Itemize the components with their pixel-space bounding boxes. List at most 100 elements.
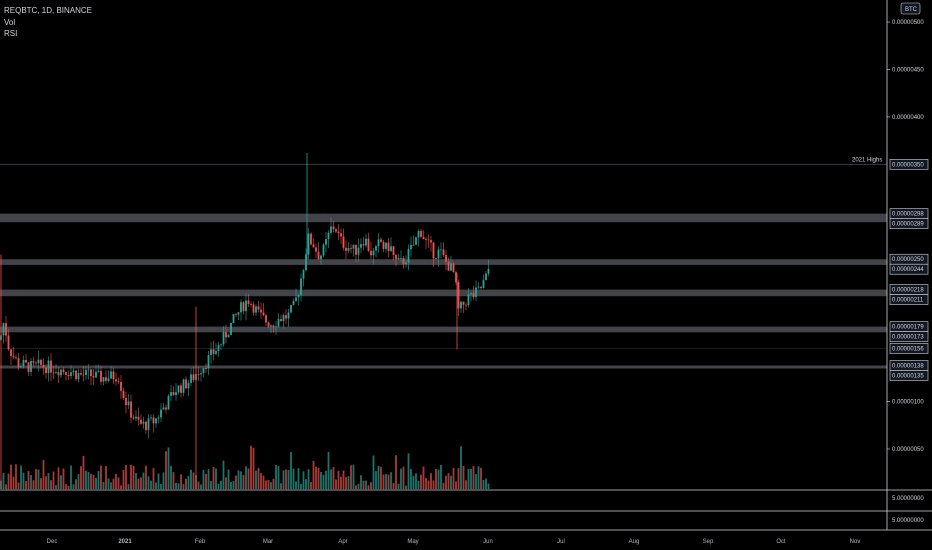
candle-body [330,226,332,233]
x-axis-label: Mar [263,539,273,545]
volume-bar [102,481,105,489]
candle-body [482,280,485,288]
volume-bar [20,465,22,489]
candle-body [147,418,150,431]
x-axis-label: Jul [557,539,565,545]
candle-body [395,254,397,260]
volume-bar [150,480,152,489]
volume-bar [485,478,487,489]
candle-body [122,390,125,398]
volume-bar [160,483,162,489]
price-level-box: 0.00000244 [889,263,929,275]
candle-body [92,376,95,378]
candle-body [210,349,212,356]
y-tick-label: 0.00000100 [892,400,924,406]
candle-body [30,361,32,372]
volume-bar [337,470,340,489]
candle-body [55,372,57,373]
chart-title: REQBTC, 1D, BINANCE [4,6,93,15]
volume-bar [202,470,205,489]
candle-body [312,244,315,248]
volume-bar [115,473,117,489]
price-level-box-bg [889,343,929,354]
volume-bar [410,469,412,489]
volume-bar [130,464,132,489]
volume-bar [327,451,330,489]
candle-body [335,229,337,232]
volume-bar [200,484,202,489]
candle-body [430,240,432,243]
candle-body [485,273,487,281]
price-level-label: 0.00000244 [892,267,924,273]
volume-bar [465,480,467,489]
rsi-label: RSI [4,29,18,38]
candle-body [172,392,175,396]
candle-body [80,373,82,375]
candle-body [332,226,335,230]
candle-body [362,244,365,246]
candle-body [307,233,310,255]
price-level-box-bg [889,218,929,229]
rsi-axis-label: 5.00000000 [892,518,924,524]
volume-bar [345,477,347,489]
candle-body [185,379,187,389]
volume-bar [2,473,5,489]
volume-bar [377,465,380,489]
volume-bar [135,473,137,489]
candle-body [125,397,127,406]
candle-body [390,246,392,252]
candle-body [202,368,205,374]
candle-body [47,360,50,374]
x-axis-label: Apr [338,539,347,545]
candle-body [25,359,27,363]
candle-body [107,378,110,381]
volume-bar [420,474,422,489]
volume-bar [470,468,472,489]
volume-bar [370,482,372,489]
y-tick-label: 0.00000500 [892,20,924,26]
volume-bar [407,453,410,489]
volume-bar [285,469,287,489]
candle-body [182,379,185,393]
candle-body [217,345,220,351]
volume-bar [40,478,42,489]
volume-bar [447,473,450,489]
volume-bar [117,477,120,489]
price-level-label: 0.00000211 [892,298,924,304]
candle-body [337,231,340,234]
price-level-label: 0.00000173 [892,335,924,341]
volume-bar [177,483,180,489]
candle-body [12,356,15,358]
candle-body [287,312,290,319]
volume-bar [460,446,462,489]
volume-bar [235,475,237,489]
volume-bar [412,475,415,489]
x-axis-label: Jun [483,539,493,545]
volume-bar [300,483,302,489]
candle-body [257,306,260,310]
candle-body [137,416,140,420]
candle-body [420,231,422,237]
candle-body [410,245,412,250]
candle-body [372,250,375,256]
candle-body [2,323,5,336]
volume-bar [122,469,125,489]
y-tick-label: 0.00000050 [892,447,924,453]
candle-body [352,244,355,249]
volume-bar [72,484,75,489]
candle-body [17,358,20,368]
volume-bar [60,475,62,489]
volume-bar [152,468,155,489]
volume-bar [467,468,470,489]
volume-bar [452,467,455,489]
candle-body [277,319,280,327]
candle-body [282,315,285,322]
x-axis-label: Aug [629,539,640,545]
volume-bar [22,472,25,489]
candle-body [157,417,160,419]
candle-body [280,319,282,322]
candle-body [487,268,490,274]
candle-body [465,304,467,306]
candle-body [130,401,132,418]
